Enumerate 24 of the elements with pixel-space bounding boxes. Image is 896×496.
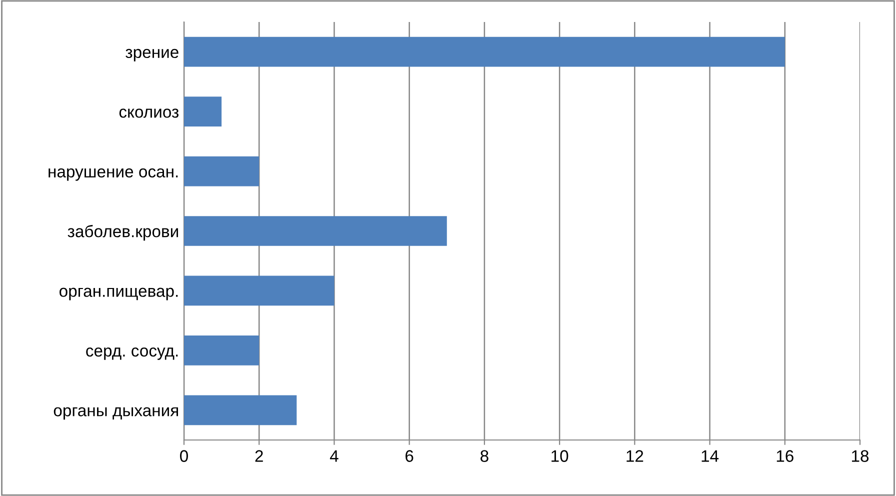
y-tick-label: сколиоз	[119, 108, 179, 118]
y-tick-label: нарушение осан.	[48, 168, 178, 181]
bar	[184, 36, 785, 67]
y-tick-label: орган.пищевар.	[60, 288, 178, 300]
bar	[184, 216, 447, 246]
y-tick-label: органы дыхания	[54, 407, 178, 420]
x-tick-label: 18	[852, 450, 869, 462]
y-tick-label: серд. сосуд.	[86, 348, 178, 360]
bar	[184, 276, 334, 306]
bar	[184, 96, 222, 126]
bar	[184, 336, 260, 366]
x-tick-label: 2	[255, 450, 263, 462]
y-tick-label: зрение	[126, 48, 178, 62]
y-tick-label: заболев.крови	[68, 224, 178, 241]
x-tick-label: 12	[626, 450, 644, 462]
x-tick-label: 10	[552, 450, 568, 462]
x-tick-label: 0	[180, 450, 188, 462]
x-tick-label: 16	[776, 450, 794, 462]
x-tick-label: 4	[330, 450, 338, 462]
x-tick-label: 8	[480, 450, 488, 462]
x-tick-label: 6	[406, 450, 414, 462]
bar	[184, 395, 297, 426]
x-tick-label: 14	[702, 450, 719, 462]
bar	[184, 156, 260, 186]
